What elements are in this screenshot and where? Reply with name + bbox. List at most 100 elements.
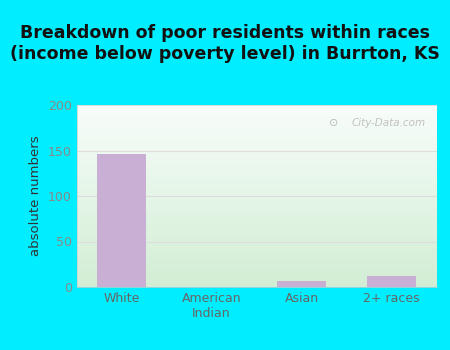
- Bar: [76, 201, 436, 202]
- Bar: [76, 118, 436, 120]
- Bar: [76, 207, 436, 208]
- Bar: [76, 237, 436, 238]
- Bar: [76, 135, 436, 137]
- Text: ⊙: ⊙: [328, 118, 338, 128]
- Bar: [76, 178, 436, 179]
- Bar: [76, 111, 436, 112]
- Bar: [76, 181, 436, 183]
- Bar: [76, 157, 436, 159]
- Bar: [76, 235, 436, 236]
- Bar: [76, 126, 436, 127]
- Bar: [76, 131, 436, 132]
- Bar: [76, 138, 436, 139]
- Bar: [76, 246, 436, 247]
- Bar: [76, 276, 436, 277]
- Bar: [76, 209, 436, 211]
- Bar: [76, 233, 436, 235]
- Bar: [76, 191, 436, 193]
- Bar: [76, 268, 436, 269]
- Bar: [76, 141, 436, 142]
- Bar: [76, 245, 436, 246]
- Bar: [76, 252, 436, 253]
- Bar: [76, 110, 436, 111]
- Bar: [76, 242, 436, 243]
- Bar: [76, 173, 436, 174]
- Bar: [76, 243, 436, 245]
- Bar: [76, 129, 436, 131]
- Bar: [76, 247, 436, 248]
- Bar: [76, 152, 436, 154]
- Bar: [76, 203, 436, 204]
- Bar: [76, 142, 436, 144]
- Bar: [76, 254, 436, 256]
- Bar: [76, 113, 436, 115]
- Bar: [76, 206, 436, 207]
- Bar: [76, 149, 436, 150]
- Bar: [76, 189, 436, 190]
- Bar: [76, 219, 436, 220]
- Bar: [76, 224, 436, 225]
- Bar: [76, 188, 436, 189]
- Bar: [76, 155, 436, 156]
- Bar: [76, 264, 436, 265]
- Bar: [76, 107, 436, 108]
- Bar: [76, 194, 436, 195]
- Bar: [76, 270, 436, 271]
- Bar: [76, 202, 436, 203]
- Bar: [76, 186, 436, 188]
- Bar: [76, 208, 436, 209]
- Bar: [76, 229, 436, 230]
- Bar: [76, 170, 436, 172]
- Bar: [76, 232, 436, 233]
- Bar: [76, 269, 436, 270]
- Bar: [76, 279, 436, 280]
- Bar: [76, 261, 436, 263]
- Y-axis label: absolute numbers: absolute numbers: [29, 136, 42, 256]
- Bar: [76, 163, 436, 164]
- Bar: [76, 167, 436, 168]
- Bar: [76, 282, 436, 284]
- Bar: [76, 251, 436, 252]
- Bar: [76, 257, 436, 258]
- Bar: [76, 179, 436, 180]
- Bar: [76, 106, 436, 107]
- Bar: [76, 183, 436, 184]
- Bar: [76, 150, 436, 151]
- Bar: [76, 222, 436, 223]
- Bar: [76, 134, 436, 135]
- Bar: [76, 228, 436, 229]
- Bar: [76, 175, 436, 177]
- Bar: [76, 213, 436, 214]
- Bar: [76, 231, 436, 232]
- Bar: [76, 128, 436, 129]
- Bar: [76, 260, 436, 261]
- Bar: [76, 274, 436, 275]
- Bar: [76, 174, 436, 175]
- Bar: [76, 275, 436, 276]
- Bar: [76, 236, 436, 237]
- Bar: [76, 256, 436, 257]
- Bar: [76, 185, 436, 186]
- Bar: [76, 177, 436, 178]
- Bar: [76, 108, 436, 110]
- Bar: [76, 225, 436, 226]
- Bar: [76, 218, 436, 219]
- Bar: [76, 122, 436, 123]
- Bar: [76, 180, 436, 181]
- Bar: [76, 116, 436, 117]
- Bar: [76, 147, 436, 149]
- Bar: [76, 154, 436, 155]
- Bar: [76, 266, 436, 268]
- Bar: [76, 217, 436, 218]
- Bar: [76, 272, 436, 274]
- Bar: [76, 123, 436, 124]
- Text: City-Data.com: City-Data.com: [351, 118, 426, 128]
- Bar: [76, 271, 436, 272]
- Bar: [76, 124, 436, 126]
- Bar: [76, 184, 436, 185]
- Bar: [277, 281, 326, 287]
- Bar: [76, 159, 436, 160]
- Bar: [76, 212, 436, 213]
- Bar: [76, 238, 436, 240]
- Bar: [76, 258, 436, 259]
